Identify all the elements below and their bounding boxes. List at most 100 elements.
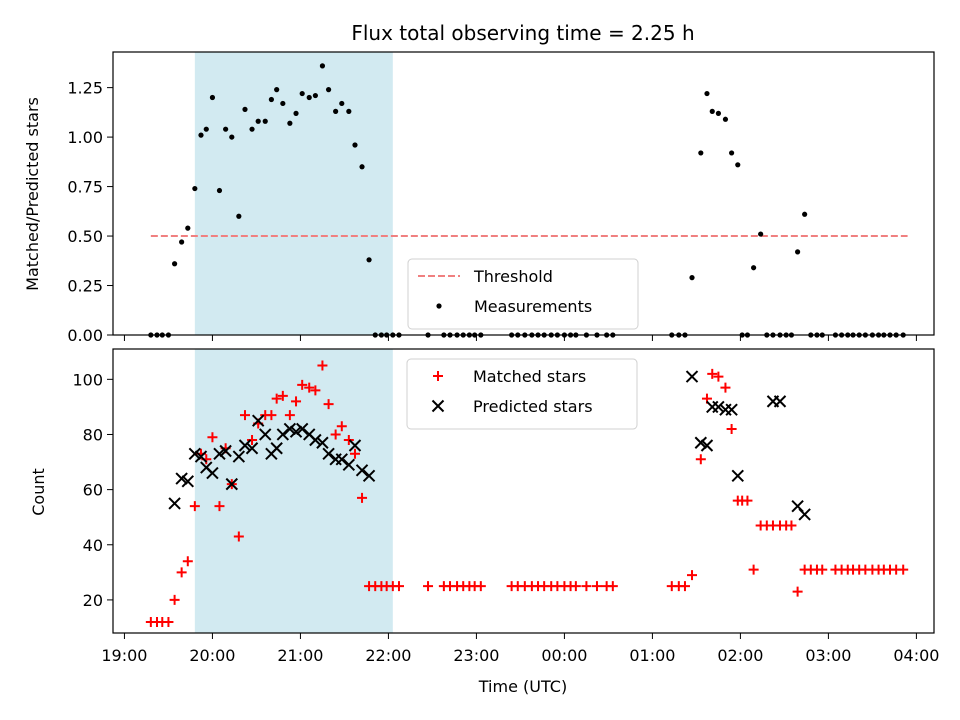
- x-axis-label: Time (UTC): [478, 677, 567, 696]
- bottom-plus-point: [792, 586, 803, 597]
- bottom-x-point: [219, 444, 232, 458]
- bottom-x-point: [194, 450, 208, 463]
- bottom-x-point: [725, 403, 738, 416]
- top-dot-point: [352, 142, 358, 148]
- x-tick-label: 01:00: [629, 646, 675, 665]
- bottom-plus-point: [284, 410, 295, 421]
- top-y-tick-label: 1.00: [67, 128, 103, 147]
- top-y-tick-label: 0.00: [67, 326, 103, 345]
- bottom-plus-point: [748, 564, 759, 575]
- bottom-y-tick-label: 100: [72, 370, 103, 389]
- top-dot-point: [293, 110, 299, 116]
- bottom-x-point: [712, 400, 725, 414]
- bottom-plus-point: [330, 429, 341, 440]
- bottom-plus-point: [742, 495, 753, 506]
- x-tick-label: 00:00: [541, 646, 587, 665]
- top-dot-point: [346, 108, 352, 114]
- bottom-plus-point: [720, 382, 731, 393]
- bottom-plus-point: [233, 531, 244, 542]
- bottom-plus-point: [817, 564, 828, 575]
- bottom-x-point: [175, 472, 188, 485]
- top-dot-point: [171, 261, 178, 267]
- x-tick-label: 20:00: [189, 646, 235, 665]
- bottom-x-point: [309, 433, 322, 447]
- bottom-plus-point: [349, 448, 360, 459]
- top-dot-point: [223, 126, 229, 132]
- bottom-panel-counts: 20 40 60 80 100 19:00 20:00 21:00 22:00 23:00 00:0…: [72, 348, 939, 665]
- top-dot-point: [249, 126, 255, 132]
- bottom-plus-point: [277, 390, 288, 401]
- legend-label: Matched stars: [473, 367, 586, 386]
- top-dot-point: [698, 150, 704, 156]
- bottom-y-tick-label: 40: [83, 536, 103, 555]
- bottom-x-point: [225, 477, 239, 491]
- top-dot-point: [306, 94, 312, 101]
- top-dot-point: [192, 185, 198, 192]
- bottom-observing-window: [194, 349, 393, 633]
- bottom-plus-point: [239, 410, 250, 421]
- bottom-plus-point: [393, 581, 404, 592]
- top-dot-point: [242, 106, 248, 112]
- top-dot-point: [359, 164, 365, 170]
- bottom-plus-point: [266, 410, 277, 421]
- bottom-x-point: [206, 466, 219, 480]
- bottom-plus-point: [343, 434, 354, 445]
- x-tick-label: 21:00: [277, 646, 323, 665]
- bottom-x-point: [773, 395, 787, 408]
- top-dot-point: [185, 225, 191, 231]
- bottom-plus-point: [581, 581, 592, 592]
- bottom-x-point: [316, 436, 329, 449]
- top-dot-point: [366, 257, 372, 263]
- bottom-plus-point: [336, 421, 347, 432]
- bottom-plus-point: [423, 581, 434, 592]
- bottom-plus-point: [189, 501, 200, 512]
- bottom-x-point: [335, 453, 348, 466]
- top-y-tick-label: 0.25: [67, 277, 103, 296]
- top-dot-point: [203, 126, 209, 132]
- top-dot-point: [255, 118, 261, 124]
- bottom-plus-point: [786, 520, 797, 531]
- top-dot-point: [268, 96, 274, 103]
- legend-label: Measurements: [474, 297, 592, 316]
- bottom-plus-point: [169, 594, 180, 605]
- bottom-x-point: [289, 425, 303, 438]
- bottom-legend: Matched stars Predicted stars: [406, 358, 638, 430]
- bottom-plus-point: [207, 432, 218, 443]
- top-dot-point: [758, 231, 764, 237]
- top-dot-point: [262, 118, 268, 124]
- top-dot-point: [729, 150, 735, 156]
- bottom-plus-point: [271, 393, 282, 404]
- bottom-plus-point: [591, 581, 602, 592]
- bottom-axes-frame: [112, 348, 935, 634]
- bottom-x-point: [276, 428, 290, 441]
- bottom-plus-point: [304, 382, 315, 393]
- top-dot-point: [735, 162, 741, 168]
- bottom-x-point: [238, 439, 252, 452]
- bottom-plus-point: [291, 396, 302, 407]
- top-dot-point: [325, 87, 332, 93]
- bottom-x-point: [259, 428, 272, 441]
- top-dot-point: [287, 120, 293, 126]
- top-dot-point: [802, 211, 808, 217]
- bottom-plus-point: [297, 379, 308, 390]
- bottom-plus-point: [707, 368, 718, 379]
- legend-box: [407, 258, 639, 330]
- bottom-x-point: [270, 442, 283, 455]
- top-y-tick-label: 0.50: [67, 227, 103, 246]
- bottom-plus-point: [726, 423, 737, 434]
- top-dot-point: [333, 108, 339, 114]
- bottom-y-axis-label: Count: [29, 468, 48, 516]
- x-tick-label: 19:00: [101, 646, 147, 665]
- bottom-x-point: [362, 469, 376, 483]
- legend-label: Threshold: [473, 267, 553, 286]
- bottom-x-point: [685, 370, 699, 383]
- top-legend: Threshold Measurements: [407, 258, 639, 330]
- legend-label: Predicted stars: [473, 397, 593, 416]
- bottom-y-tick-label: 60: [83, 481, 103, 500]
- bottom-x-point: [232, 450, 246, 463]
- top-dot-point: [709, 108, 715, 114]
- bottom-x-point: [168, 497, 181, 510]
- bottom-plus-point: [182, 556, 193, 567]
- bottom-plus-point: [214, 501, 225, 512]
- bottom-plus-point: [176, 567, 187, 578]
